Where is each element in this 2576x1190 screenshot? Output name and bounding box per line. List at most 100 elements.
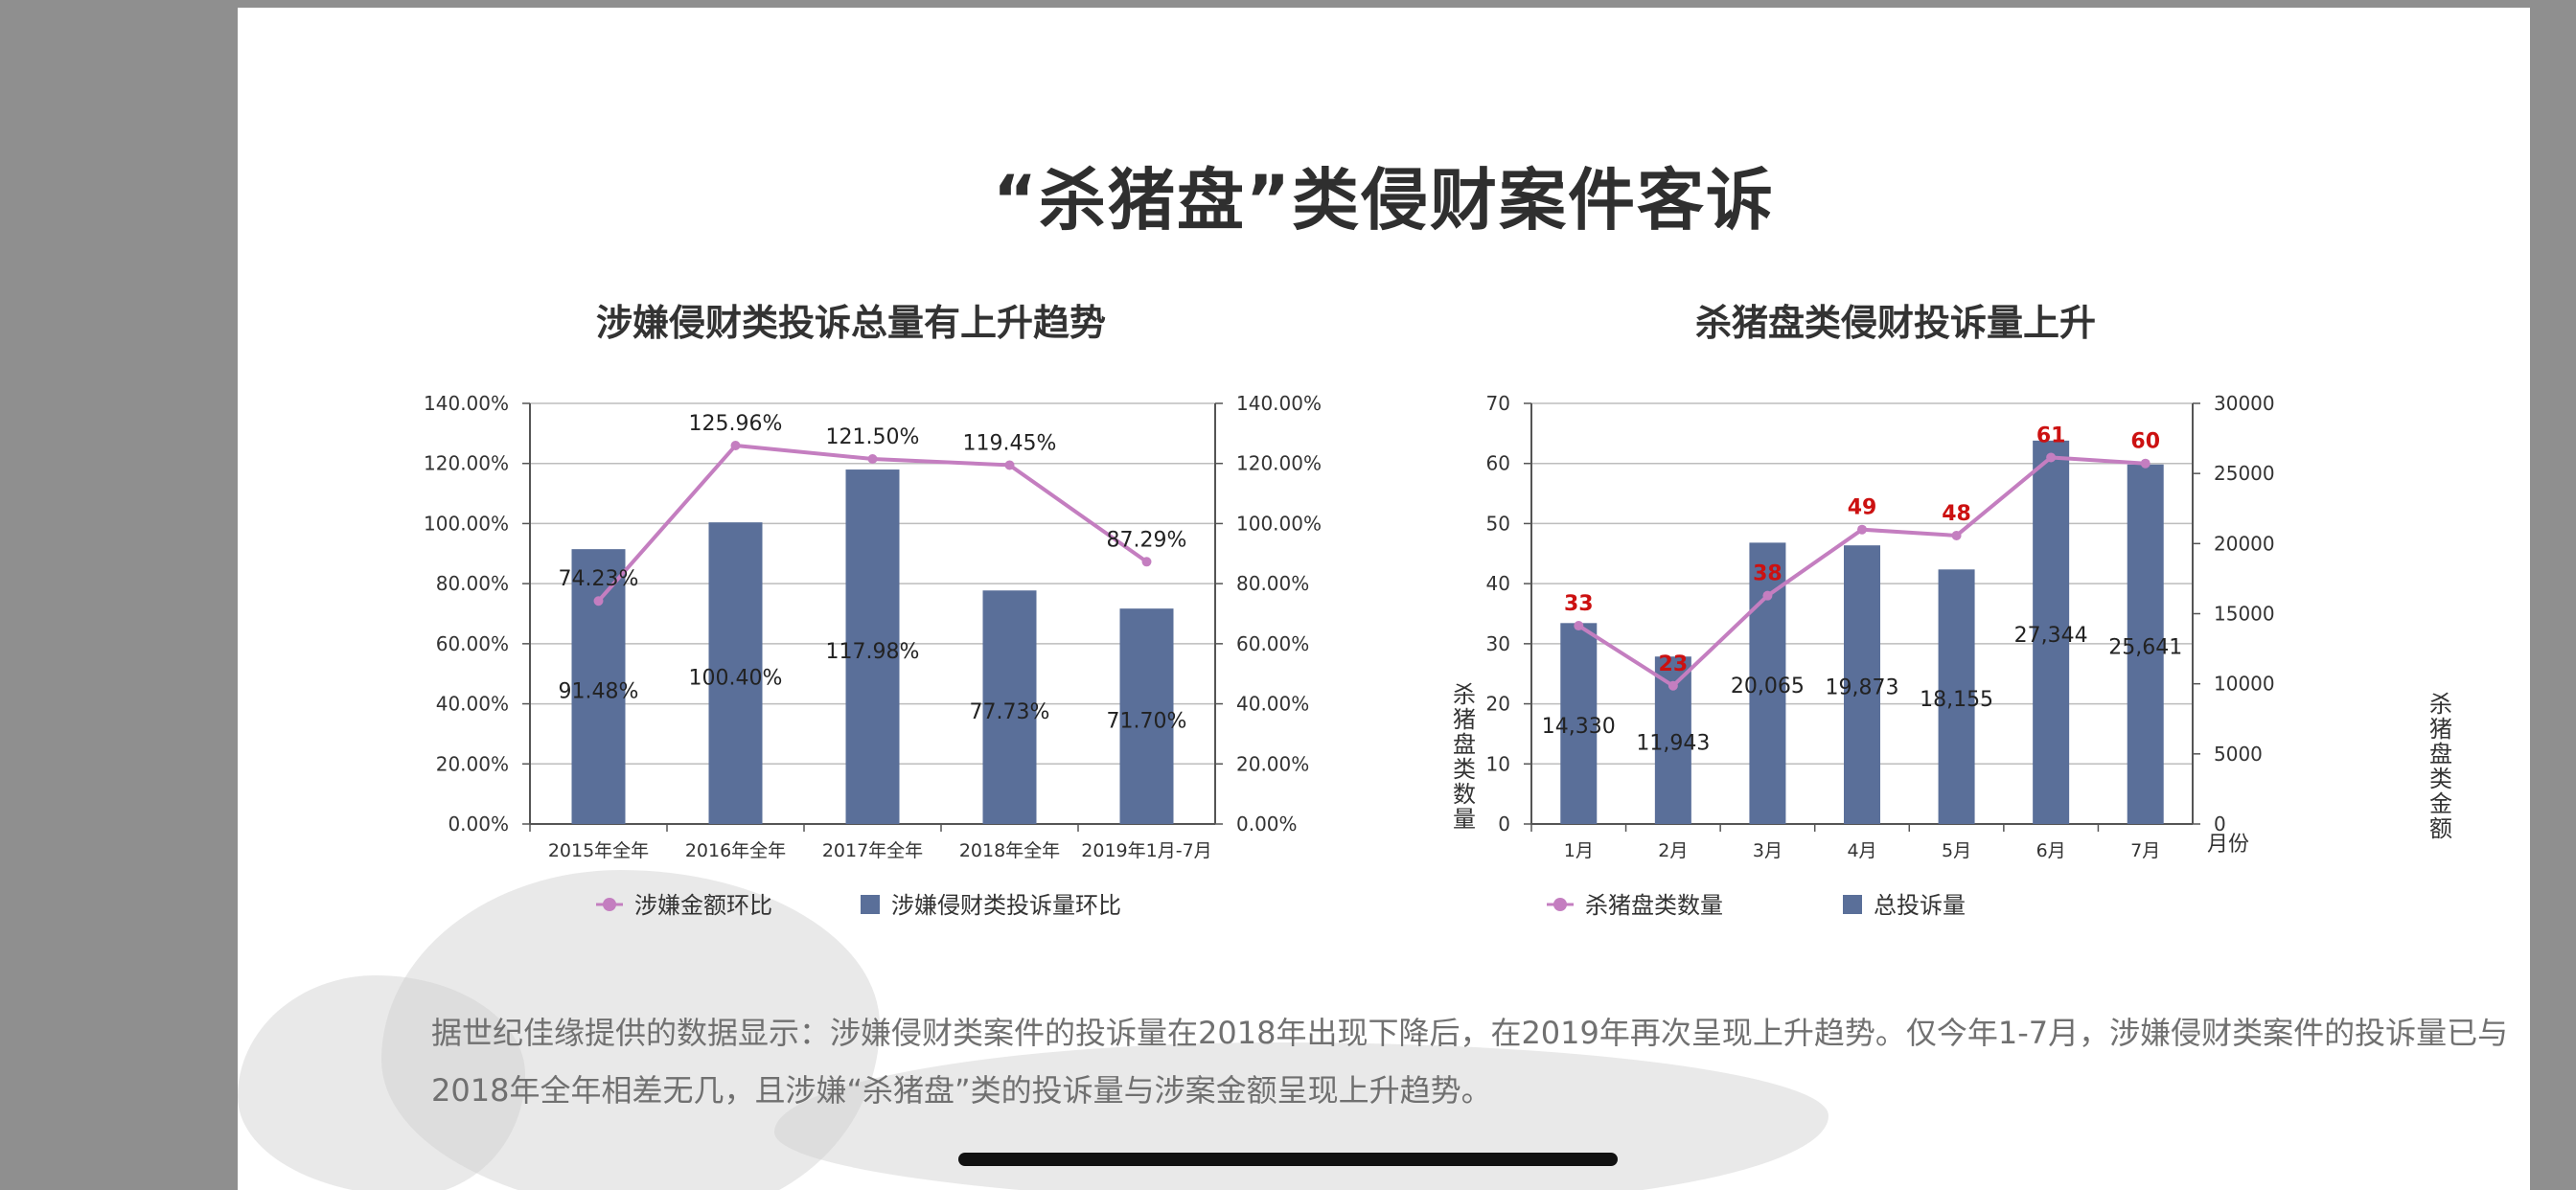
chart2-ylabel-left-char: 量	[1453, 806, 1476, 833]
chart2-ylabel-left-char: 盘	[1453, 731, 1476, 758]
chart2-line-point	[1762, 590, 1773, 601]
chart2-ylabel-left-char: 猪	[1453, 706, 1476, 733]
chart2-bar	[1844, 545, 1880, 824]
chart2-ylabel-right-char: 盘	[2429, 741, 2452, 767]
chart2-ytick-right: 30000	[2214, 392, 2275, 415]
chart2-ylabel-right-char: 杀	[2429, 691, 2452, 718]
chart1-xtick-label: 2019年1月-7月	[1081, 840, 1211, 861]
chart1-xtick-label: 2017年全年	[822, 840, 923, 861]
chart1-legend-bar-swatch	[861, 895, 880, 914]
chart1-legend-line-label: 涉嫌金额环比	[634, 892, 772, 919]
chart2-ytick-right: 25000	[2214, 462, 2275, 485]
chart2-line-label: 60	[2130, 430, 2160, 454]
chart2-line-label: 49	[1848, 496, 1877, 520]
chart2-bar	[1560, 623, 1598, 824]
chart2-ylabel-left-char: 数	[1453, 781, 1476, 808]
chart2-legend-line-marker	[1553, 898, 1567, 911]
chart1-xtick-label: 2015年全年	[548, 840, 649, 861]
chart2-line-label: 48	[1942, 502, 1971, 526]
chart1-ytick-right: 120.00%	[1236, 452, 1322, 475]
chart1-ytick-right: 140.00%	[1236, 392, 1322, 415]
chart1-legend-bar-label: 涉嫌侵财类投诉量环比	[891, 892, 1121, 919]
chart2-ytick-left: 40	[1486, 572, 1510, 595]
chart1-ytick-left: 0.00%	[448, 812, 509, 835]
chart2-line-point	[2046, 452, 2057, 463]
chart1-legend-line-marker	[603, 898, 616, 911]
chart1-ytick-left: 60.00%	[436, 632, 509, 655]
chart1-title: 涉嫌侵财类投诉总量有上升趋势	[595, 302, 1106, 344]
chart2-bar-label: 27,344	[2014, 624, 2088, 648]
chart1-line-point	[1004, 460, 1015, 470]
chart2-ytick-left: 60	[1486, 452, 1510, 475]
chart1-ytick-right: 0.00%	[1236, 812, 1298, 835]
chart2-bar-label: 19,873	[1826, 676, 1899, 700]
chart2-ylabel-right-char: 金	[2429, 790, 2452, 817]
chart2-line-label: 23	[1659, 652, 1689, 676]
chart2-ytick-left: 50	[1486, 512, 1510, 535]
map-watermark	[381, 870, 880, 1190]
chart2-title: 杀猪盘类侵财投诉量上升	[1694, 302, 2096, 344]
chart1-bar	[1119, 608, 1174, 824]
chart1-bar	[982, 590, 1037, 824]
chart2-bar-label: 14,330	[1542, 715, 1616, 739]
chart2-xtick-label: 7月	[2130, 840, 2160, 861]
chart2-bar	[2033, 440, 2070, 824]
slide: “杀猪盘”类侵财案件客诉 涉嫌侵财类投诉总量有上升趋势 杀猪盘类侵财投诉量上升 …	[238, 8, 2530, 1190]
chart2-ylabel-right-char: 额	[2429, 815, 2452, 842]
chart2-bar	[2127, 464, 2164, 824]
chart2-line-point	[1951, 530, 1962, 540]
chart1-line-point	[730, 441, 741, 451]
chart1-ytick-left: 40.00%	[436, 693, 509, 716]
chart2-ytick-left: 20	[1486, 693, 1510, 716]
chart2-ylabel-right-char: 类	[2429, 766, 2452, 792]
chart2-line-point	[1857, 524, 1867, 535]
chart2-bar	[1938, 569, 1975, 824]
chart2-bar	[1749, 542, 1786, 824]
chart1-line-label: 74.23%	[559, 567, 639, 591]
home-indicator[interactable]	[958, 1153, 1618, 1166]
chart1-ytick-left: 80.00%	[436, 572, 509, 595]
chart2: 0 10 20 30 40 50 60 70 0 5000 10000 15000 20000 25000…	[1453, 392, 2452, 919]
chart1-line-point	[1141, 557, 1152, 567]
chart1-bar	[708, 522, 763, 824]
chart2-legend-bar-swatch	[1843, 895, 1862, 914]
chart2-ytick-right: 0	[2214, 812, 2226, 835]
chart1-ytick-right: 60.00%	[1236, 632, 1309, 655]
chart2-bar-label: 18,155	[1920, 688, 1993, 712]
chart1-ytick-left: 100.00%	[424, 512, 509, 535]
chart2-xtick-label: 5月	[1942, 840, 1971, 861]
chart2-ytick-left: 70	[1486, 392, 1510, 415]
chart1-ytick-left: 140.00%	[424, 392, 509, 415]
chart2-line-label: 38	[1753, 562, 1782, 586]
chart2-line-label: 33	[1564, 592, 1594, 616]
chart2-ytick-right: 15000	[2214, 603, 2275, 626]
chart1-xtick-label: 2016年全年	[685, 840, 786, 861]
chart1-bar-label: 71.70%	[1107, 710, 1187, 734]
chart2-xtick-label: 4月	[1847, 840, 1876, 861]
chart2-ytick-left: 0	[1498, 812, 1510, 835]
chart2-ylabel-right-char: 猪	[2429, 716, 2452, 743]
chart2-xtick-label: 1月	[1564, 840, 1594, 861]
chart2-ytick-right: 5000	[2214, 743, 2263, 766]
chart1-bar-label: 91.48%	[559, 680, 639, 704]
chart1-ytick-right: 40.00%	[1236, 693, 1309, 716]
chart1-line-point	[867, 454, 878, 465]
chart2-legend-line-label: 杀猪盘类数量	[1585, 892, 1723, 919]
description-text: 据世纪佳缘提供的数据显示：涉嫌侵财类案件的投诉量在2018年出现下降后，在201…	[431, 1015, 2509, 1109]
chart1: 0.00% 20.00% 40.00% 60.00% 80.00% 100.00% 120.…	[424, 392, 1322, 919]
chart2-bar-label: 11,943	[1636, 732, 1710, 756]
chart1-line-label: 121.50%	[826, 425, 920, 449]
chart2-ytick-left: 30	[1486, 632, 1510, 655]
chart2-ytick-left: 10	[1486, 752, 1510, 775]
chart1-line-label: 125.96%	[689, 412, 783, 436]
chart1-line-point	[593, 596, 604, 606]
chart2-ytick-right: 20000	[2214, 532, 2275, 555]
chart1-ytick-right: 100.00%	[1236, 512, 1322, 535]
chart1-bar-label: 77.73%	[970, 700, 1050, 724]
chart1-ytick-right: 20.00%	[1236, 752, 1309, 775]
chart1-bar-label: 117.98%	[826, 640, 920, 664]
chart2-ylabel-left-char: 杀	[1453, 681, 1476, 708]
chart2-xtick-label: 2月	[1658, 840, 1688, 861]
chart2-xtick-label: 3月	[1753, 840, 1782, 861]
chart1-bar	[845, 469, 900, 824]
